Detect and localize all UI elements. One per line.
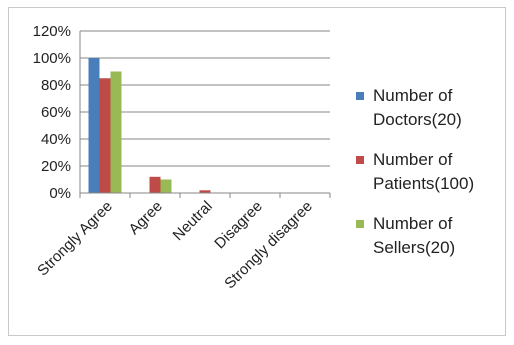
legend-label: Number of [373,150,453,169]
legend-label: Patients(100) [373,174,474,193]
bar-number-of-patients-100--0 [99,78,111,193]
y-tick-label: 40% [41,131,71,148]
legend-swatch [356,220,364,228]
x-category-label: Strongly Agree [34,198,116,280]
bar-number-of-sellers-20--1 [160,179,172,193]
legend-label: Number of [373,86,453,105]
x-category-label: Strongly disagree [221,198,316,293]
y-axis-tick-labels: 0% 20% 40% 60% 80% 100% 120% [33,23,71,202]
legend-label: Doctors(20) [373,110,462,129]
axes [79,31,331,198]
legend-swatch [356,92,364,100]
y-tick-label: 100% [33,50,71,67]
y-tick-label: 120% [33,23,71,40]
y-tick-label: 60% [41,104,71,121]
legend-label: Number of [373,214,453,233]
legend: Number of Doctors(20) Number of Patients(10… [356,86,474,257]
legend-swatch [356,156,364,164]
x-category-label: Agree [126,198,166,238]
bar-number-of-patients-100--2 [199,190,211,193]
bars [88,58,211,193]
y-tick-label: 0% [49,185,71,202]
x-axis-category-labels: Strongly Agree Agree NeutralDisagreeStrong… [34,198,316,293]
bar-number-of-doctors-20--0 [88,58,100,193]
y-tick-label: 20% [41,158,71,175]
legend-label: Sellers(20) [373,238,455,257]
bar-number-of-sellers-20--0 [110,71,122,193]
bar-number-of-patients-100--1 [149,176,161,193]
gridlines [80,30,330,167]
x-category-label: Neutral [170,198,216,244]
y-tick-label: 80% [41,77,71,94]
